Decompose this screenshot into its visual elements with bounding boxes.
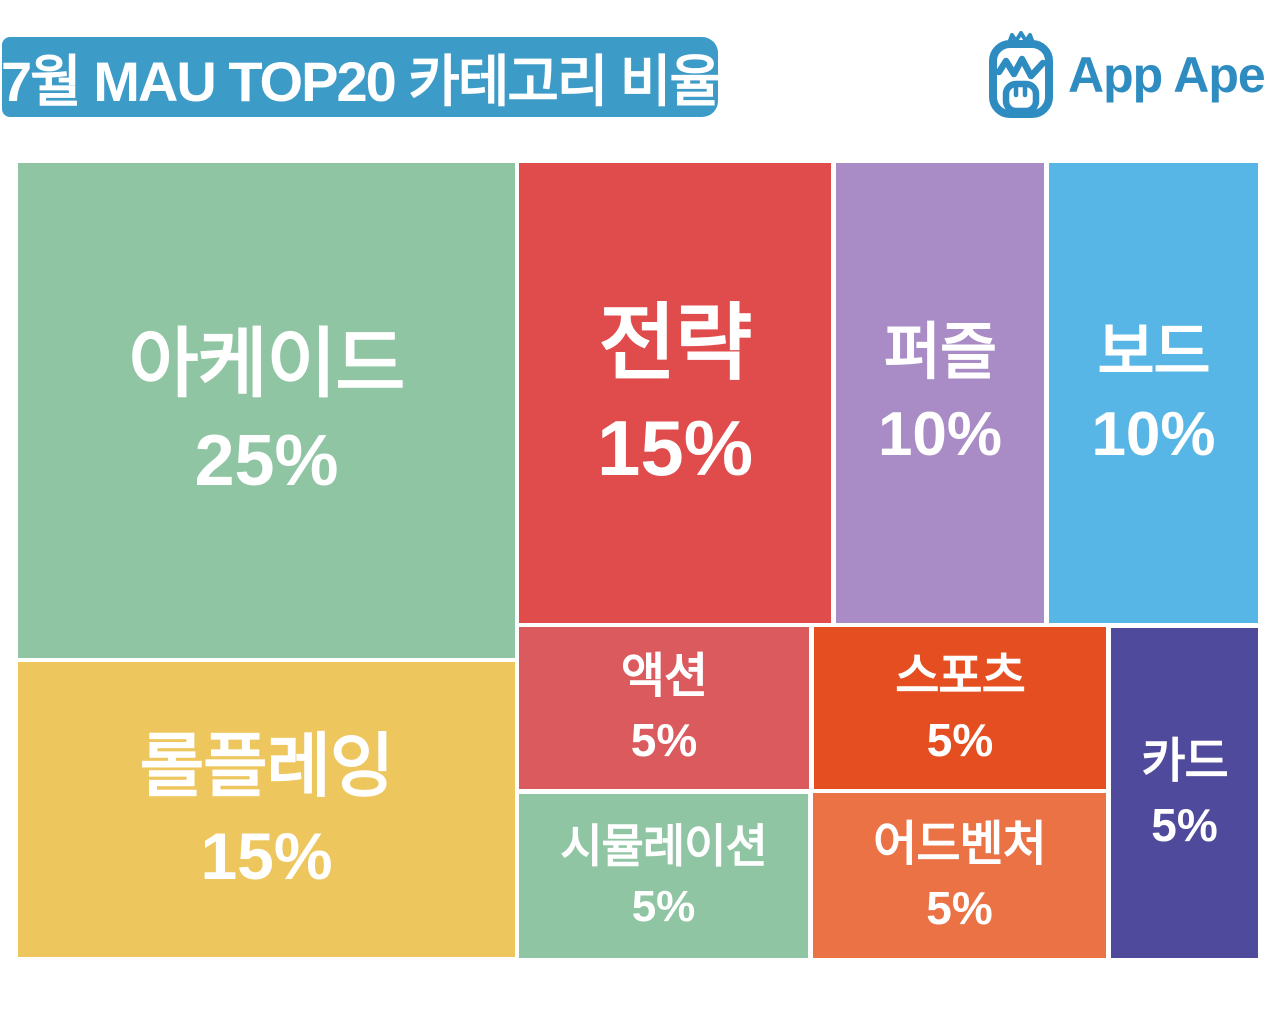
treemap-cell-card: 카드 5%: [1111, 628, 1258, 958]
percent-label-board: 10%: [1091, 399, 1216, 469]
percent-label-puzzle: 10%: [877, 399, 1003, 469]
treemap-cell-sports: 스포츠 5%: [814, 627, 1106, 789]
category-label-sports: 스포츠: [895, 650, 1025, 704]
treemap-cell-arcade: 아케이드 25%: [18, 163, 515, 658]
category-label-puzzle: 퍼즐: [883, 318, 997, 388]
percent-label-strategy: 15%: [596, 403, 754, 492]
chart-title-badge: 7월 MAU TOP20 카테고리 비율: [1, 37, 721, 117]
treemap-cell-board: 보드 10%: [1049, 163, 1258, 623]
treemap: 아케이드 25% 전략 15% 퍼즐 10% 보드 10% 롤플레잉 15% 액션 5% 스포츠 5% 시뮬…: [18, 163, 1258, 958]
app-ape-logo: App Ape: [988, 30, 1266, 120]
percent-label-action: 5%: [630, 714, 698, 767]
treemap-cell-adventure: 어드벤처 5%: [813, 793, 1106, 958]
percent-label-role-playing: 15%: [200, 818, 333, 893]
category-label-card: 카드: [1141, 735, 1228, 789]
chart-title: 7월 MAU TOP20 카테고리 비율: [1, 49, 721, 113]
category-label-simulation: 시뮬레이션: [560, 819, 768, 872]
percent-label-arcade: 25%: [194, 420, 339, 501]
category-label-adventure: 어드벤처: [873, 817, 1047, 871]
category-label-role-playing: 롤플레잉: [139, 727, 395, 806]
percent-label-card: 5%: [1151, 799, 1218, 852]
treemap-cell-role-playing: 롤플레잉 15%: [18, 662, 515, 957]
category-label-arcade: 아케이드: [128, 321, 406, 407]
category-label-board: 보드: [1097, 318, 1210, 388]
treemap-cell-simulation: 시뮬레이션 5%: [519, 794, 808, 958]
category-label-strategy: 전략: [598, 295, 753, 390]
treemap-cell-strategy: 전략 15%: [519, 163, 831, 623]
treemap-cell-puzzle: 퍼즐 10%: [836, 163, 1044, 623]
app-ape-wordmark: App Ape: [1068, 47, 1266, 103]
percent-label-sports: 5%: [926, 714, 994, 767]
percent-label-adventure: 5%: [926, 881, 993, 934]
category-label-action: 액션: [620, 650, 708, 704]
app-ape-gorilla-icon: [989, 31, 1053, 118]
treemap-cell-action: 액션 5%: [519, 627, 809, 789]
percent-label-simulation: 5%: [631, 882, 696, 932]
